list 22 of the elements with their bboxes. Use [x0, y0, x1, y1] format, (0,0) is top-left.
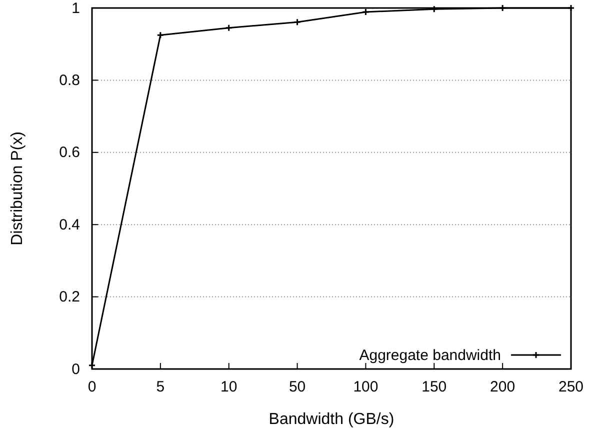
x-tick-label: 5: [156, 378, 165, 396]
y-tick-label: 0.6: [59, 144, 80, 162]
y-tick-label: 0.8: [59, 72, 80, 89]
y-tick-label: 0: [72, 360, 80, 378]
point: [498, 4, 506, 12]
point: [362, 8, 370, 16]
point: [294, 18, 302, 26]
x-tick-label: 150: [422, 378, 447, 396]
x-tick-label: 50: [288, 378, 306, 396]
point: [156, 31, 164, 39]
x-tick-label: 10: [220, 378, 238, 396]
point: [225, 24, 233, 32]
x-axis-title: Bandwidth (GB/s): [268, 411, 394, 428]
x-tick-label: 200: [490, 378, 516, 396]
x-tick-label: 250: [558, 378, 584, 396]
y-axis-title: Distribution P(x): [9, 132, 26, 246]
x-tick-label: 100: [353, 378, 378, 396]
y-tick-label: 0.4: [59, 216, 80, 234]
legend-label: Aggregate bandwidth: [359, 347, 501, 364]
y-tick-label: 0.2: [59, 288, 80, 306]
x-tick-label: 0: [88, 378, 96, 396]
y-tick-label: 1: [72, 0, 80, 17]
